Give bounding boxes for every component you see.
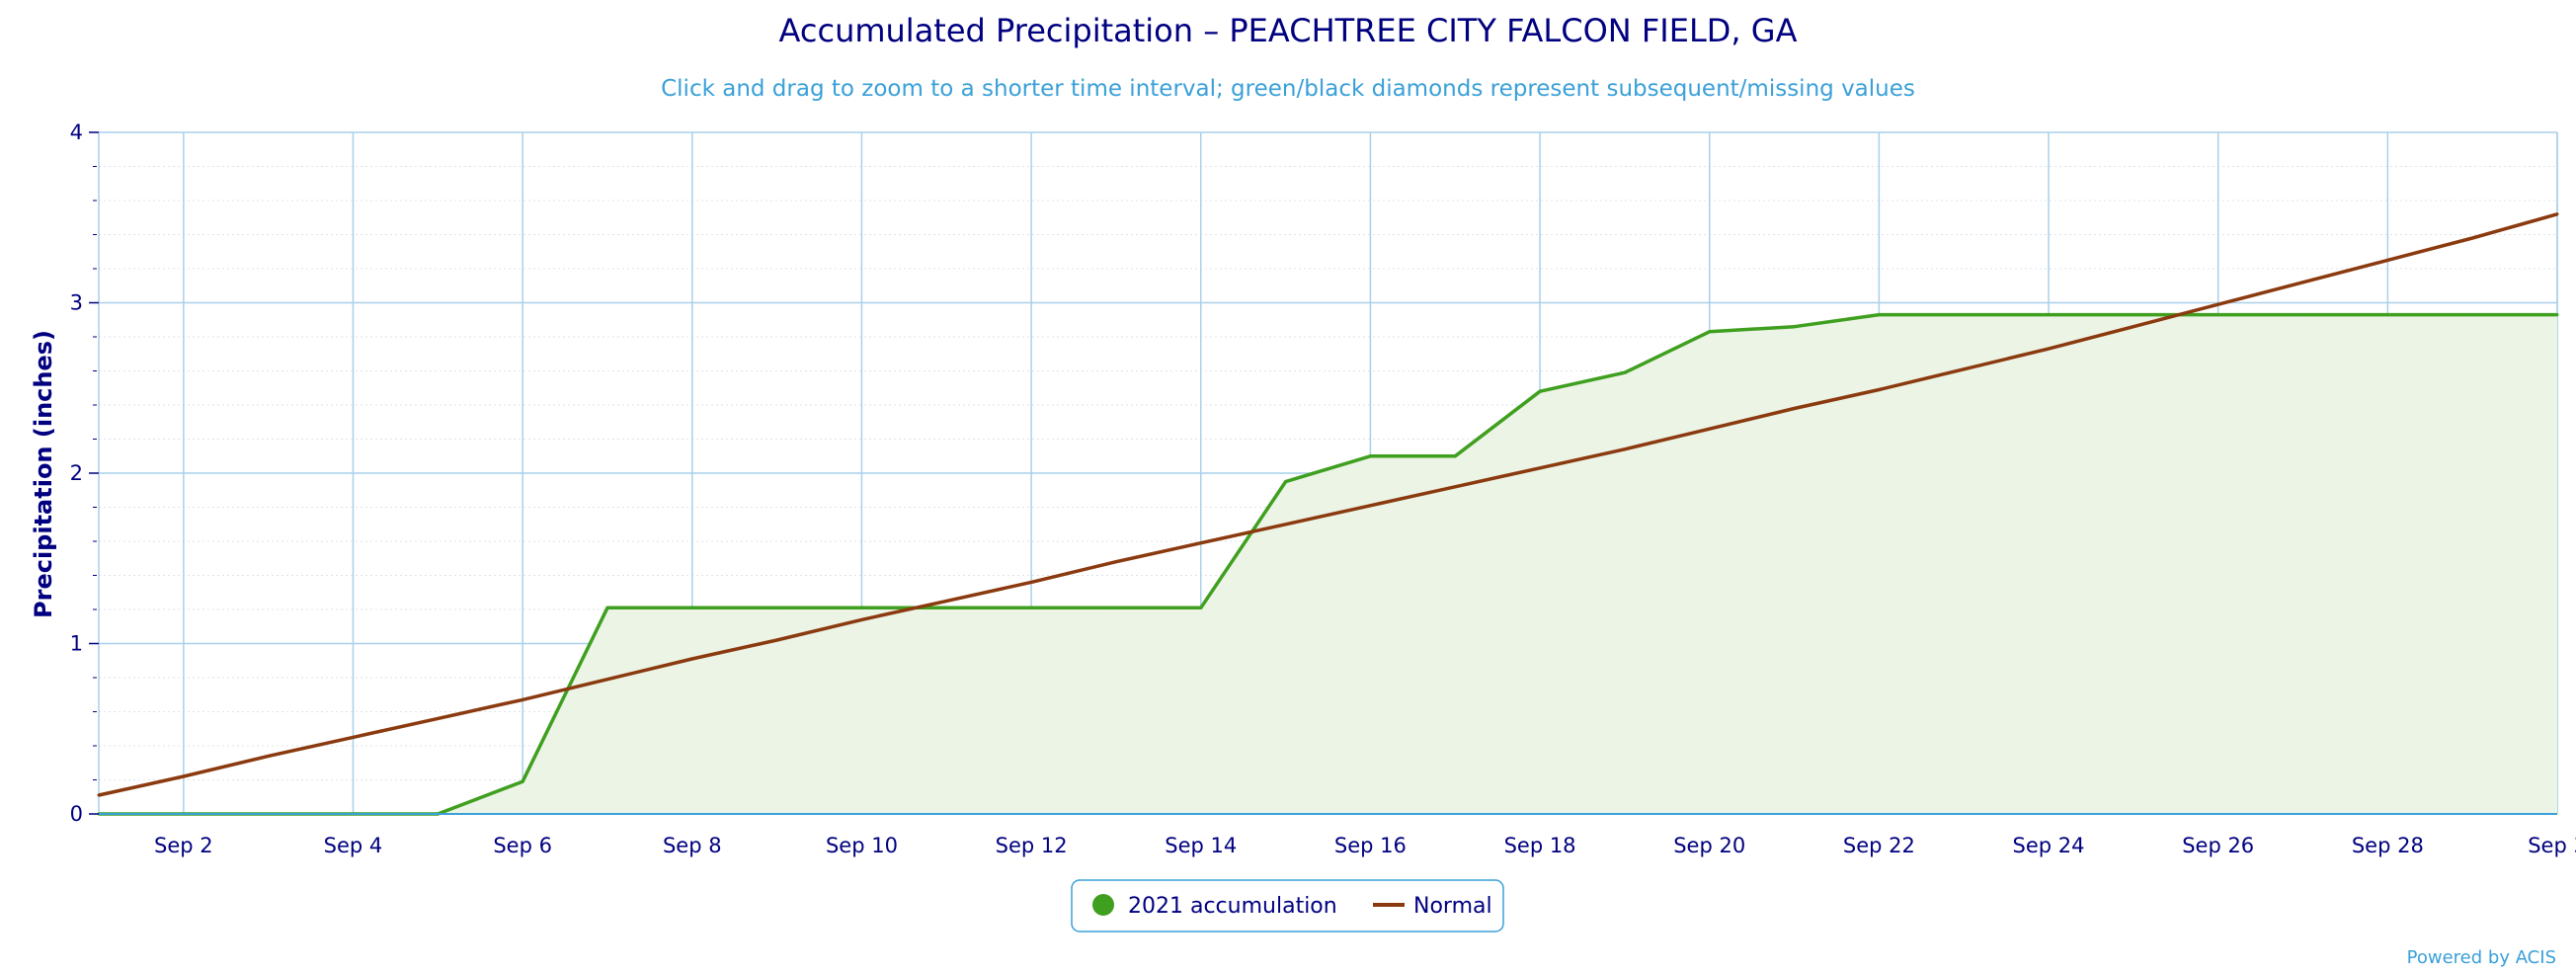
data-point-normal (267, 754, 271, 758)
y-tick-label: 4 (70, 121, 83, 144)
data-point-normal (2385, 258, 2389, 262)
x-tick-label: Sep 8 (663, 834, 722, 857)
data-point-normal (1284, 523, 1288, 526)
data-point-2021-accumulation (1623, 370, 1627, 374)
x-tick-label: Sep 12 (996, 834, 1068, 857)
data-point-2021-accumulation (2385, 313, 2389, 317)
data-point-normal (2132, 325, 2135, 329)
data-point-normal (97, 793, 101, 797)
x-tick-label: Sep 6 (493, 834, 552, 857)
data-point-2021-accumulation (690, 606, 694, 609)
x-tick-label: Sep 16 (1334, 834, 1407, 857)
x-tick-label: Sep 28 (2352, 834, 2424, 857)
legend-item-normal[interactable]: Normal (1373, 894, 1492, 919)
legend-item-2021-accumulation[interactable]: 2021 accumulation (1092, 894, 1337, 919)
data-point-normal (1962, 367, 1966, 371)
data-point-2021-accumulation (2216, 313, 2220, 317)
data-point-normal (1877, 387, 1881, 391)
data-point-2021-accumulation (1284, 480, 1288, 484)
data-point-2021-accumulation (775, 606, 779, 609)
legend-label-normal: Normal (1413, 894, 1492, 919)
data-point-normal (521, 697, 524, 701)
data-point-2021-accumulation (2301, 313, 2305, 317)
x-tick-label: Sep 20 (1673, 834, 1745, 857)
series-line-normal (98, 212, 2558, 797)
data-point-2021-accumulation (859, 606, 863, 609)
data-point-normal (775, 638, 779, 642)
data-point-2021-accumulation (1708, 330, 1712, 334)
data-point-normal (605, 678, 609, 682)
data-point-2021-accumulation (521, 779, 524, 783)
legend-label-2021-accumulation: 2021 accumulation (1128, 894, 1337, 919)
data-point-normal (1029, 580, 1033, 584)
data-point-normal (944, 599, 948, 603)
x-tick-label: Sep 2 (154, 834, 213, 857)
data-point-2021-accumulation (1793, 325, 1797, 329)
data-point-normal (2216, 302, 2220, 306)
data-point-2021-accumulation (605, 606, 609, 609)
x-tick-label: Sep 14 (1165, 834, 1237, 857)
data-point-2021-accumulation (1538, 389, 1542, 393)
chart-subtitle: Click and drag to zoom to a shorter time… (661, 76, 1915, 102)
legend-box (1071, 879, 1504, 932)
y-axis-title: Precipitation (inches) (30, 330, 57, 618)
data-point-2021-accumulation (2047, 313, 2051, 317)
data-point-normal (2555, 212, 2559, 216)
y-tick-label: 3 (70, 291, 83, 315)
credit-link[interactable]: Powered by ACIS (2407, 947, 2556, 968)
data-point-2021-accumulation (1453, 454, 1457, 458)
data-point-normal (690, 657, 694, 661)
legend: 2021 accumulation Normal (1071, 879, 1504, 932)
x-tick-label: Sep 24 (2013, 834, 2085, 857)
x-tick-label: Sep 10 (826, 834, 898, 857)
series-line-2021-accumulation (99, 312, 2557, 816)
data-point-normal (1114, 560, 1118, 564)
data-point-normal (1368, 504, 1372, 508)
y-tick-label: 2 (70, 461, 83, 485)
data-point-2021-accumulation (1029, 606, 1033, 609)
data-point-2021-accumulation (1199, 606, 1203, 609)
y-tick-label: 1 (70, 632, 83, 656)
data-point-2021-accumulation (2132, 313, 2135, 317)
data-point-normal (1453, 485, 1457, 489)
chart-title: Accumulated Precipitation – PEACHTREE CI… (779, 12, 1798, 49)
x-tick-label: Sep 4 (324, 834, 383, 857)
data-point-normal (859, 617, 863, 621)
data-point-normal (1538, 466, 1542, 470)
data-point-2021-accumulation (1368, 454, 1372, 458)
series-group (97, 212, 2559, 816)
data-point-normal (1793, 406, 1797, 410)
data-point-normal (182, 774, 186, 778)
data-point-2021-accumulation (1962, 313, 1966, 317)
x-tick-label: Sep 26 (2182, 834, 2254, 857)
data-point-2021-accumulation (2555, 313, 2559, 317)
legend-marker-2021-accumulation (1092, 894, 1114, 916)
data-point-2021-accumulation (2470, 313, 2474, 317)
x-tick-label: Sep 22 (1843, 834, 1915, 857)
data-point-normal (2301, 281, 2305, 284)
data-point-normal (1623, 447, 1627, 451)
axes: 0 1 2 3 4 Sep 2 Sep 4 Sep 6 Sep 8 Sep 10 Sep 12 Sep… (70, 121, 2576, 857)
data-point-normal (1708, 427, 1712, 431)
x-tick-label: Sep 3 (2528, 834, 2576, 857)
data-point-normal (1199, 541, 1203, 545)
data-point-normal (436, 716, 440, 720)
series-area-2021-accumulation (99, 314, 2557, 814)
data-point-2021-accumulation (1877, 313, 1881, 317)
data-point-normal (351, 735, 355, 739)
data-point-2021-accumulation (1114, 606, 1118, 609)
y-tick-label: 0 (70, 802, 83, 826)
x-tick-label: Sep 18 (1504, 834, 1576, 857)
data-point-2021-accumulation (944, 606, 948, 609)
data-point-normal (2047, 347, 2051, 351)
data-point-normal (2470, 236, 2474, 240)
